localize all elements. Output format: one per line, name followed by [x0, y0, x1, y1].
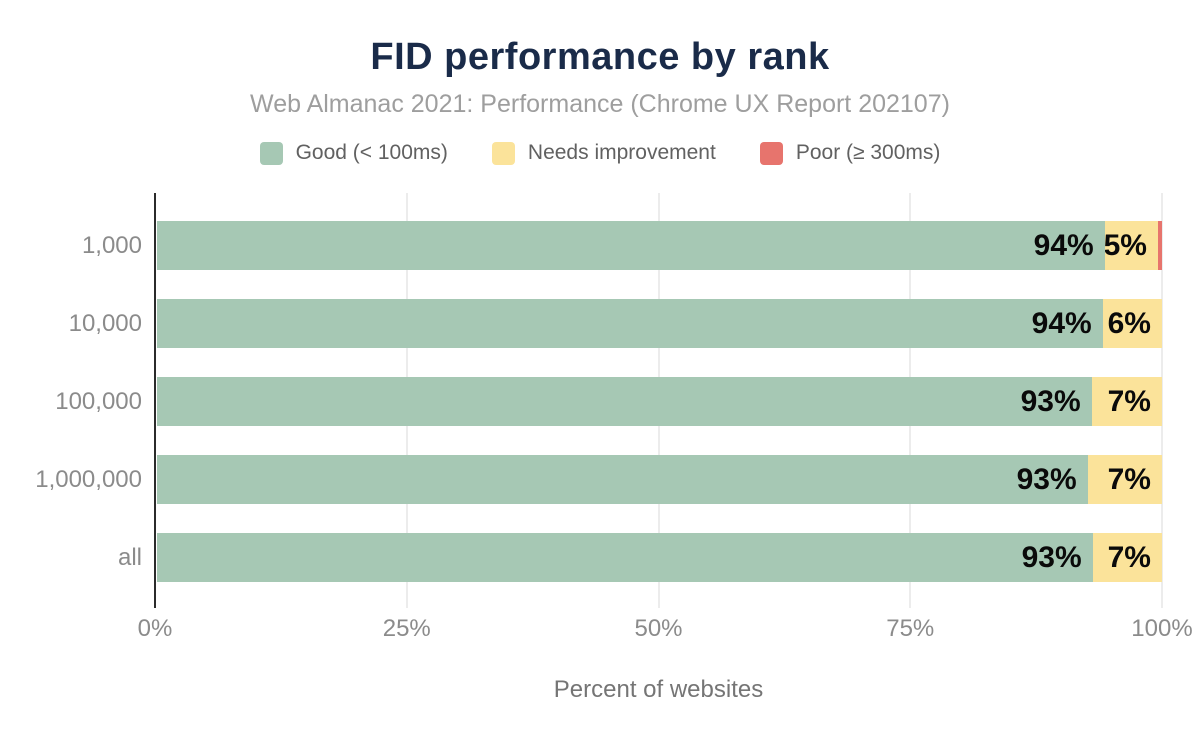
bar-value-label: 94%: [1031, 306, 1092, 340]
legend-swatch-good-icon: [259, 141, 283, 165]
bar-value-label: 5%: [1104, 228, 1147, 262]
bar-row: 1,000,000 93% 7%: [35, 455, 1162, 504]
x-tick: 25%: [382, 615, 431, 642]
legend-label: Needs improvement: [527, 141, 716, 164]
bar-value-label: 7%: [1107, 462, 1151, 496]
y-axis-label: 10,000: [68, 309, 142, 337]
legend-label: Good (< 100ms): [295, 141, 448, 164]
y-axis-label: 1,000,000: [35, 465, 142, 493]
chart-title: FID performance by rank: [370, 36, 830, 78]
bar-value-label: 94%: [1033, 228, 1094, 262]
bar-segment-needs-improvement: 6%: [1102, 299, 1162, 348]
legend-item-poor: Poor (≥ 300ms): [759, 141, 941, 165]
bar-segment-good: 94%: [157, 221, 1105, 270]
bar-segment-good: 94%: [157, 299, 1103, 348]
bar-segment-poor: [1157, 221, 1162, 270]
bar-row: 100,000 93% 7%: [55, 377, 1162, 426]
x-tick: 75%: [886, 615, 935, 642]
y-axis-label: 100,000: [55, 387, 142, 415]
bar-segment-needs-improvement: 7%: [1087, 455, 1162, 504]
bar-segment-needs-improvement: 5%: [1104, 221, 1158, 270]
bar-value-label: 6%: [1107, 306, 1151, 340]
bar-segment-needs-improvement: 7%: [1091, 377, 1162, 426]
gridline-100: [1161, 193, 1163, 608]
legend: Good (< 100ms) Needs improvement Poor (≥…: [0, 141, 1200, 165]
bar-row: all 93% 7%: [118, 533, 1162, 582]
bar-value-label: 93%: [1021, 540, 1082, 574]
stacked-bar: 93% 7%: [157, 455, 1162, 504]
x-tick: 0%: [137, 615, 173, 642]
stacked-bar: 93% 7%: [157, 533, 1162, 582]
legend-swatch-needs-improvement-icon: [491, 141, 515, 165]
x-tick: 50%: [634, 615, 683, 642]
bar-segment-needs-improvement: 7%: [1092, 533, 1162, 582]
legend-swatch-poor-icon: [759, 141, 783, 165]
plot-area: 1,000 94% 5% 10,000 94% 6% 100,000 93% 7…: [35, 193, 1163, 608]
bar-value-label: 7%: [1107, 540, 1151, 574]
bar-value-label: 93%: [1020, 384, 1081, 418]
bar-row: 1,000 94% 5%: [82, 221, 1162, 270]
bar-row: 10,000 94% 6%: [69, 299, 1162, 348]
bar-segment-good: 93%: [157, 377, 1092, 426]
stacked-bar: 94% 5%: [157, 221, 1162, 270]
legend-label: Poor (≥ 300ms): [795, 141, 941, 164]
x-tick: 100%: [1131, 615, 1193, 642]
bar-segment-good: 93%: [157, 455, 1088, 504]
y-axis-line: [154, 193, 156, 608]
bar-value-label: 93%: [1016, 462, 1077, 496]
y-axis-label: all: [117, 543, 142, 571]
chart-subtitle: Web Almanac 2021: Performance (Chrome UX…: [250, 90, 950, 118]
stacked-bar: 93% 7%: [157, 377, 1162, 426]
stacked-bar: 94% 6%: [157, 299, 1162, 348]
bar-segment-good: 93%: [157, 533, 1093, 582]
x-axis-ticks: 0% 25% 50% 75% 100%: [138, 615, 1193, 645]
legend-item-needs-improvement: Needs improvement: [491, 141, 716, 165]
y-axis-label: 1,000: [81, 231, 142, 259]
x-axis-title: Percent of websites: [553, 676, 764, 703]
bar-value-label: 7%: [1107, 384, 1151, 418]
legend-item-good: Good (< 100ms): [259, 141, 448, 165]
